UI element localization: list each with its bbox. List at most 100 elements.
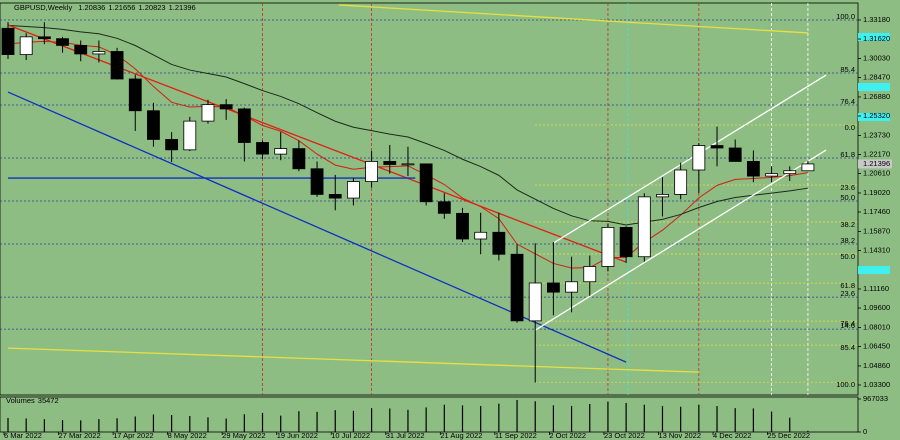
- candle-body: [292, 148, 306, 170]
- candle-body: [183, 120, 197, 151]
- y-tick-label: 1.06450: [863, 341, 890, 350]
- fib-label: 61.8: [840, 281, 855, 290]
- candle-body: [619, 227, 633, 258]
- level-marker: [858, 33, 890, 41]
- current-price-label: 1.21396: [863, 159, 890, 168]
- y-tick-label: 1.31620: [863, 34, 890, 43]
- open-value: 1.20836: [78, 3, 105, 12]
- candle-body: [110, 51, 124, 80]
- price-panel: [0, 2, 859, 396]
- y-tick-label: 1.04860: [863, 361, 890, 370]
- y-tick-label: 1.30030: [863, 53, 890, 62]
- candle-body: [492, 231, 506, 255]
- x-tick-label: 23 Oct 2022: [604, 431, 645, 440]
- candle-body: [674, 169, 688, 195]
- candle-body: [165, 139, 179, 151]
- y-tick-label: 1.22170: [863, 149, 890, 158]
- x-tick-label: 13 Nov 2022: [658, 431, 701, 440]
- x-tick-label: 25 Dec 2022: [768, 431, 811, 440]
- x-tick-label: 17 Apr 2022: [113, 431, 153, 440]
- y-tick-label: 1.19020: [863, 188, 890, 197]
- chart-title: GBPUSD,Weekly 1.20836 1.21656 1.20823 1.2139…: [14, 3, 196, 12]
- current-price-box: [858, 159, 892, 169]
- candle-body: [310, 168, 324, 195]
- fib-label: 23.6: [840, 289, 855, 298]
- y-tick-label: 1.25320: [863, 111, 890, 120]
- candle-body: [274, 148, 288, 155]
- volume-tick-label: 967033: [863, 394, 888, 403]
- candle-body: [219, 104, 233, 110]
- candle-body: [56, 38, 69, 46]
- volume-title: Volumes 35472: [6, 396, 59, 405]
- candle-body: [637, 196, 651, 258]
- x-tick-label: 29 May 2022: [222, 431, 265, 440]
- x-tick-label: 11 Sep 2022: [495, 431, 537, 440]
- y-tick-label: 1.23730: [863, 130, 890, 139]
- y-tick-label: 1.08010: [863, 322, 890, 331]
- y-tick-label: 1.15870: [863, 226, 890, 235]
- candle-body: [92, 51, 106, 55]
- low-value: 1.20823: [138, 3, 165, 12]
- candle-body: [365, 161, 379, 182]
- trendline: [534, 149, 827, 331]
- candle-body: [256, 142, 269, 155]
- fib-label: 76.4: [840, 97, 855, 106]
- moving-average: [7, 24, 808, 226]
- fib-label: 0.0: [845, 123, 855, 132]
- volume-label: Volumes: [6, 396, 35, 405]
- candle-body: [710, 145, 724, 149]
- candle-body: [237, 108, 251, 143]
- candle-body: [128, 78, 142, 112]
- fib-label: 61.8: [840, 150, 855, 159]
- candle-body: [74, 44, 88, 55]
- symbol: GBPUSD,Weekly: [14, 3, 72, 12]
- fib-label: 100.0: [836, 380, 855, 389]
- candle-body: [401, 163, 415, 166]
- y-tick-label: 1.28470: [863, 72, 890, 81]
- x-tick-label: 6 Mar 2022: [4, 431, 42, 440]
- candle-body: [1, 27, 15, 55]
- y-tick-label: 1.26880: [863, 92, 890, 101]
- candle-body: [328, 194, 342, 199]
- y-tick-label: 1.11160: [863, 284, 889, 293]
- trendline: [7, 347, 699, 373]
- x-tick-label: 4 Dec 2022: [713, 431, 751, 440]
- x-tick-label: 2 Oct 2022: [549, 431, 586, 440]
- y-tick-label: 1.17460: [863, 207, 890, 216]
- candle-body: [474, 231, 488, 240]
- volume-panel: [0, 396, 859, 433]
- candle-body: [510, 253, 524, 322]
- candle-body: [147, 110, 160, 140]
- y-tick-label: 1.03300: [863, 380, 890, 389]
- x-tick-label: 21 Aug 2022: [440, 431, 482, 440]
- y-tick-label: 1.33180: [863, 15, 890, 24]
- candle-body: [783, 170, 797, 175]
- fib-label: 38.2: [840, 236, 855, 245]
- candle-body: [201, 104, 215, 122]
- fib-label: 14.6: [840, 321, 855, 330]
- x-tick-label: 10 Jul 2022: [331, 431, 370, 440]
- candle-body: [528, 282, 542, 322]
- fib-label: 85.4: [840, 343, 855, 352]
- candle-body: [583, 266, 597, 283]
- x-tick-label: 19 Jun 2022: [277, 431, 318, 440]
- candle-body: [419, 163, 433, 203]
- candle-body: [347, 181, 360, 199]
- fib-label: 23.6: [840, 183, 855, 192]
- candle-body: [383, 161, 397, 165]
- x-tick-label: 8 May 2022: [168, 431, 207, 440]
- fib-label: 85.4: [840, 65, 855, 74]
- fib-label: 50.0: [840, 193, 855, 202]
- y-tick-label: 1.14310: [863, 245, 890, 254]
- candle-body: [547, 282, 560, 293]
- close-value: 1.21396: [169, 3, 196, 12]
- candle-body: [456, 212, 469, 240]
- candle-body: [765, 173, 778, 177]
- fib-label: 50.0: [840, 252, 855, 261]
- high-value: 1.21656: [108, 3, 135, 12]
- candle-body: [565, 281, 578, 293]
- candle-body: [801, 163, 815, 172]
- candle-body: [19, 36, 33, 55]
- trendline: [553, 74, 827, 244]
